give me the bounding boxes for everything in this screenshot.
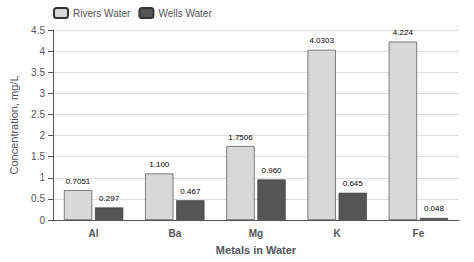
svg-text:1.5: 1.5	[31, 151, 45, 162]
svg-text:0.645: 0.645	[343, 179, 364, 188]
svg-text:Fe: Fe	[413, 228, 425, 239]
svg-text:0.048: 0.048	[424, 204, 445, 213]
svg-text:0.467: 0.467	[180, 187, 201, 196]
svg-text:2: 2	[39, 130, 45, 141]
svg-text:0.297: 0.297	[99, 194, 120, 203]
svg-text:2.5: 2.5	[31, 109, 45, 120]
svg-text:0.960: 0.960	[262, 166, 283, 175]
svg-text:Ba: Ba	[168, 228, 181, 239]
svg-text:4.224: 4.224	[393, 28, 414, 37]
svg-text:4: 4	[39, 46, 45, 57]
svg-text:0: 0	[39, 215, 45, 226]
svg-text:1.7506: 1.7506	[228, 133, 253, 142]
svg-text:Metals in Water: Metals in Water	[216, 244, 297, 256]
svg-text:Al: Al	[89, 228, 99, 239]
svg-text:3: 3	[39, 88, 45, 99]
svg-text:1: 1	[39, 172, 45, 183]
svg-text:0.7051: 0.7051	[66, 177, 91, 186]
svg-text:Wells Water: Wells Water	[158, 8, 212, 19]
svg-text:0.5: 0.5	[31, 193, 45, 204]
svg-text:K: K	[334, 228, 342, 239]
svg-text:3.5: 3.5	[31, 67, 45, 78]
svg-text:Concentration, mg/L: Concentration, mg/L	[8, 75, 20, 174]
svg-text:Rivers Water: Rivers Water	[73, 8, 131, 19]
svg-text:4.5: 4.5	[31, 25, 45, 36]
svg-text:1.100: 1.100	[149, 160, 170, 169]
svg-text:4.0303: 4.0303	[309, 36, 334, 45]
svg-text:Mg: Mg	[249, 228, 263, 239]
